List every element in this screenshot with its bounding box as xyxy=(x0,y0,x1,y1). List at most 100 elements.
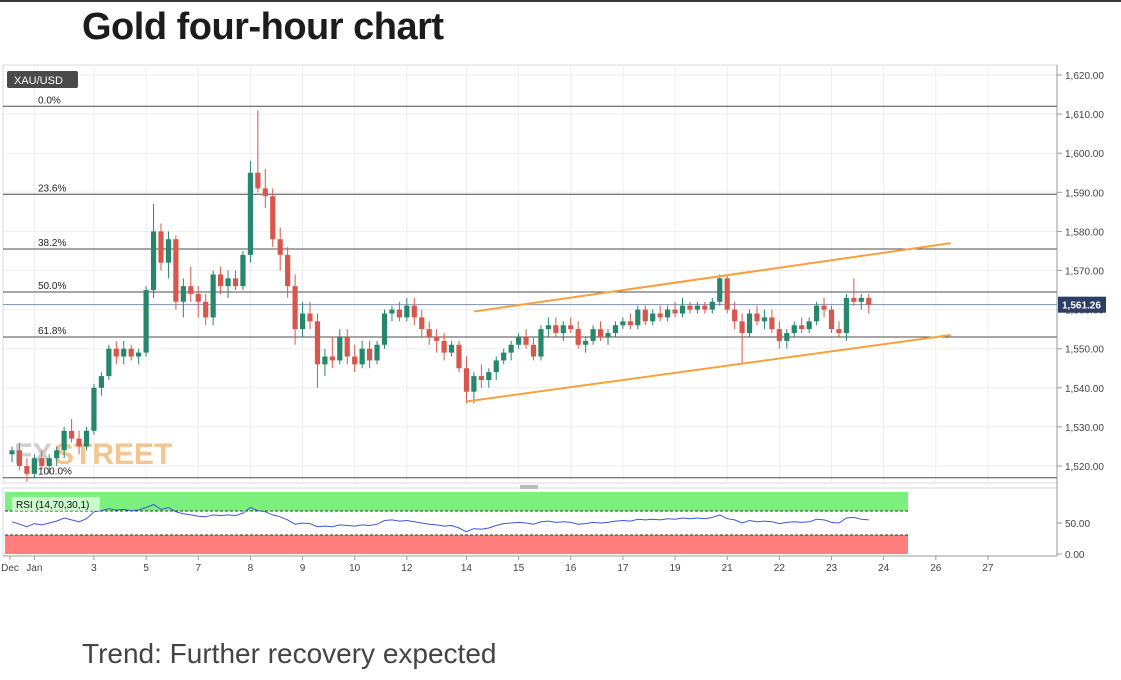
time-tick-label: 21 xyxy=(722,563,734,574)
candle-body xyxy=(314,321,321,365)
candle-body xyxy=(344,336,350,357)
fib-label: 100.0% xyxy=(38,467,72,478)
candle-body xyxy=(739,321,745,334)
last-price-badge xyxy=(1058,296,1106,313)
candle-body xyxy=(836,329,842,334)
candle-body xyxy=(851,297,857,302)
candle-body xyxy=(322,356,328,365)
price-tick-label: 1,610.00 xyxy=(1065,110,1104,121)
last-price-label: 1,561.26 xyxy=(1062,301,1101,312)
candle-body xyxy=(799,325,805,330)
candle-body xyxy=(858,297,864,302)
candle-body xyxy=(180,286,186,302)
symbol-badge xyxy=(7,71,78,88)
candle-body xyxy=(538,329,544,357)
candle-body xyxy=(277,239,283,255)
time-axis: Dec Jan 3 5 7 8 9 10 12 14 15 16 17 19 21 22 23 24 26 27 xyxy=(1,555,1057,574)
time-tick-label: Jan xyxy=(26,563,42,574)
candle-body xyxy=(456,344,462,369)
time-tick-label: 17 xyxy=(617,563,629,574)
candle-body xyxy=(389,309,395,314)
candle-body xyxy=(769,317,775,330)
price-tick-label: 1,520.00 xyxy=(1065,462,1104,473)
candle-body xyxy=(404,305,410,318)
price-tick-label: 1,590.00 xyxy=(1065,188,1104,199)
candle-body xyxy=(568,325,574,330)
candle-body xyxy=(113,348,119,357)
candle-body xyxy=(411,305,417,318)
candle-body xyxy=(232,278,239,287)
candle-body xyxy=(195,293,201,302)
chart-svg: FX STREET 0.0%23.6%38.2%50.0%61.8%100.0%… xyxy=(1,64,1106,574)
candle-body xyxy=(560,325,566,334)
candle-body xyxy=(694,305,700,310)
candle-body xyxy=(158,231,164,263)
candle-body xyxy=(605,333,611,337)
candle-body xyxy=(657,313,663,318)
candle-body xyxy=(352,356,358,365)
rsi-label-bg xyxy=(12,497,100,511)
fib-label: 61.8% xyxy=(38,326,66,337)
candle-body xyxy=(724,278,730,310)
candle-body xyxy=(46,458,52,466)
candle-body xyxy=(784,333,790,341)
candle-body xyxy=(448,344,455,353)
candle-body xyxy=(746,313,753,334)
candle-body xyxy=(61,430,67,451)
candle-body xyxy=(523,336,529,345)
price-chart[interactable]: FX STREET 0.0% 23.6% 38.2% 50.0% 61.8% 100.0%… xyxy=(0,62,1121,582)
symbol-label: XAU/USD xyxy=(14,75,63,87)
price-tick-label: 1,550.00 xyxy=(1065,345,1104,356)
rsi-oversold-zone xyxy=(5,535,908,554)
price-channel xyxy=(466,242,951,403)
candle-body xyxy=(732,309,738,322)
time-tick-label: 16 xyxy=(565,563,577,574)
candle-body xyxy=(128,348,134,357)
candle-body xyxy=(374,344,380,361)
candle-body xyxy=(337,336,343,361)
candle-body xyxy=(679,305,686,314)
candle-body xyxy=(255,172,261,189)
candle-body xyxy=(76,438,82,447)
candle-body xyxy=(590,329,596,341)
candle-body xyxy=(9,450,15,455)
fib-label: 38.2% xyxy=(38,238,66,249)
rsi-overbought-zone xyxy=(5,492,908,511)
candle-body xyxy=(16,450,23,466)
candle-body xyxy=(516,336,522,345)
candle-body xyxy=(31,458,37,474)
candle-body xyxy=(754,313,760,322)
rsi-zones xyxy=(5,492,908,554)
candle-body xyxy=(54,450,60,459)
candle-body xyxy=(426,329,432,337)
fib-label: 0.0% xyxy=(38,95,61,106)
fibonacci-levels: 0.0% 23.6% 38.2% 50.0% 61.8% 100.0% xyxy=(3,95,1057,479)
rsi-indicator xyxy=(11,503,869,533)
candle-body xyxy=(709,301,715,310)
candle-body xyxy=(419,317,425,330)
price-tick-label: 1,570.00 xyxy=(1065,267,1104,278)
candle-body xyxy=(39,458,45,466)
candle-body xyxy=(828,309,835,330)
time-tick-label: 24 xyxy=(878,563,890,574)
candle-body xyxy=(553,325,559,334)
candle-body xyxy=(367,348,373,361)
rsi-tick-label: 0.00 xyxy=(1065,550,1085,561)
candle-body xyxy=(530,344,537,357)
candle-body xyxy=(665,309,671,318)
candle-body xyxy=(121,348,127,357)
candle-body xyxy=(292,286,298,330)
candle-body xyxy=(463,368,470,392)
fib-label: 50.0% xyxy=(38,281,66,292)
time-tick-label: 19 xyxy=(669,563,681,574)
pane-resize-handle[interactable] xyxy=(520,485,538,489)
candle-body xyxy=(359,348,365,365)
top-rule xyxy=(0,0,1121,2)
candle-body xyxy=(821,305,827,310)
candle-body xyxy=(471,376,477,392)
price-tick-label: 1,600.00 xyxy=(1065,149,1104,160)
price-axis: 1,620.00 1,610.00 1,600.00 1,590.00 1,580.00… xyxy=(1056,65,1106,561)
candle-body xyxy=(262,188,268,197)
time-tick-label: 9 xyxy=(300,563,306,574)
main-plot-area xyxy=(2,64,1058,484)
